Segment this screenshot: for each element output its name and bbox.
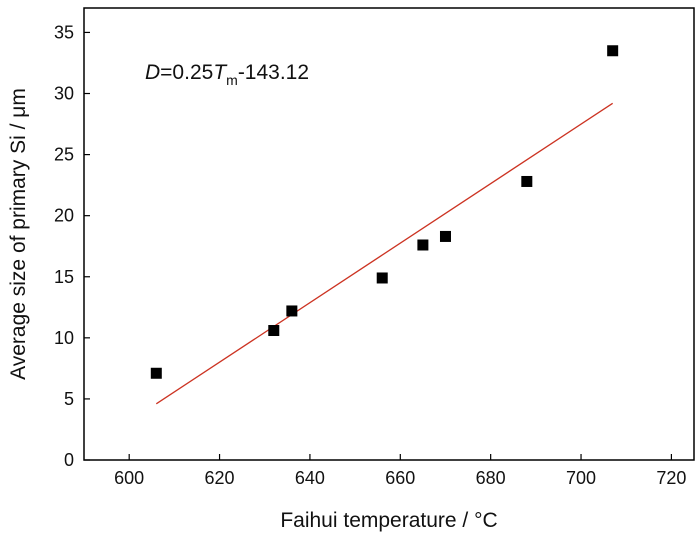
data-point [150,367,162,379]
data-point [439,230,451,242]
y-tick-label: 0 [64,450,74,470]
x-tick-label: 640 [295,468,325,488]
y-tick-label: 5 [64,389,74,409]
data-point [521,175,533,187]
x-tick-label: 600 [114,468,144,488]
equation-var-d: D [145,61,160,84]
y-tick-label: 30 [54,84,74,104]
fit-line [155,102,614,405]
x-tick-label: 620 [205,468,235,488]
equation-intercept: -143.12 [238,61,309,84]
x-tick-label: 720 [656,468,686,488]
y-tick-label: 15 [54,267,74,287]
data-point [268,325,280,337]
y-tick-label: 35 [54,22,74,42]
data-point [607,45,619,57]
x-axis-label: Faihui temperature / °C [280,509,497,532]
x-tick-label: 700 [566,468,596,488]
x-tick-label: 680 [476,468,506,488]
y-axis-label: Average size of primary Si / μm [7,88,30,380]
fit-equation: D=0.25Tm-143.12 [145,61,309,88]
y-tick-label: 10 [54,328,74,348]
equation-var-t: T [213,61,228,84]
equation-subscript: m [226,72,238,88]
y-axis-ticks: 0 5 10 15 20 25 30 35 [54,22,90,470]
plot-frame [83,7,695,461]
y-tick-label: 25 [54,145,74,165]
data-point [286,305,298,317]
data-points [150,45,619,379]
data-point [376,272,388,284]
x-axis-ticks: 600 620 640 660 680 700 720 [114,454,686,488]
data-point [417,239,429,251]
x-tick-label: 660 [385,468,415,488]
y-tick-label: 20 [54,206,74,226]
equation-coef: =0.25 [160,61,213,84]
